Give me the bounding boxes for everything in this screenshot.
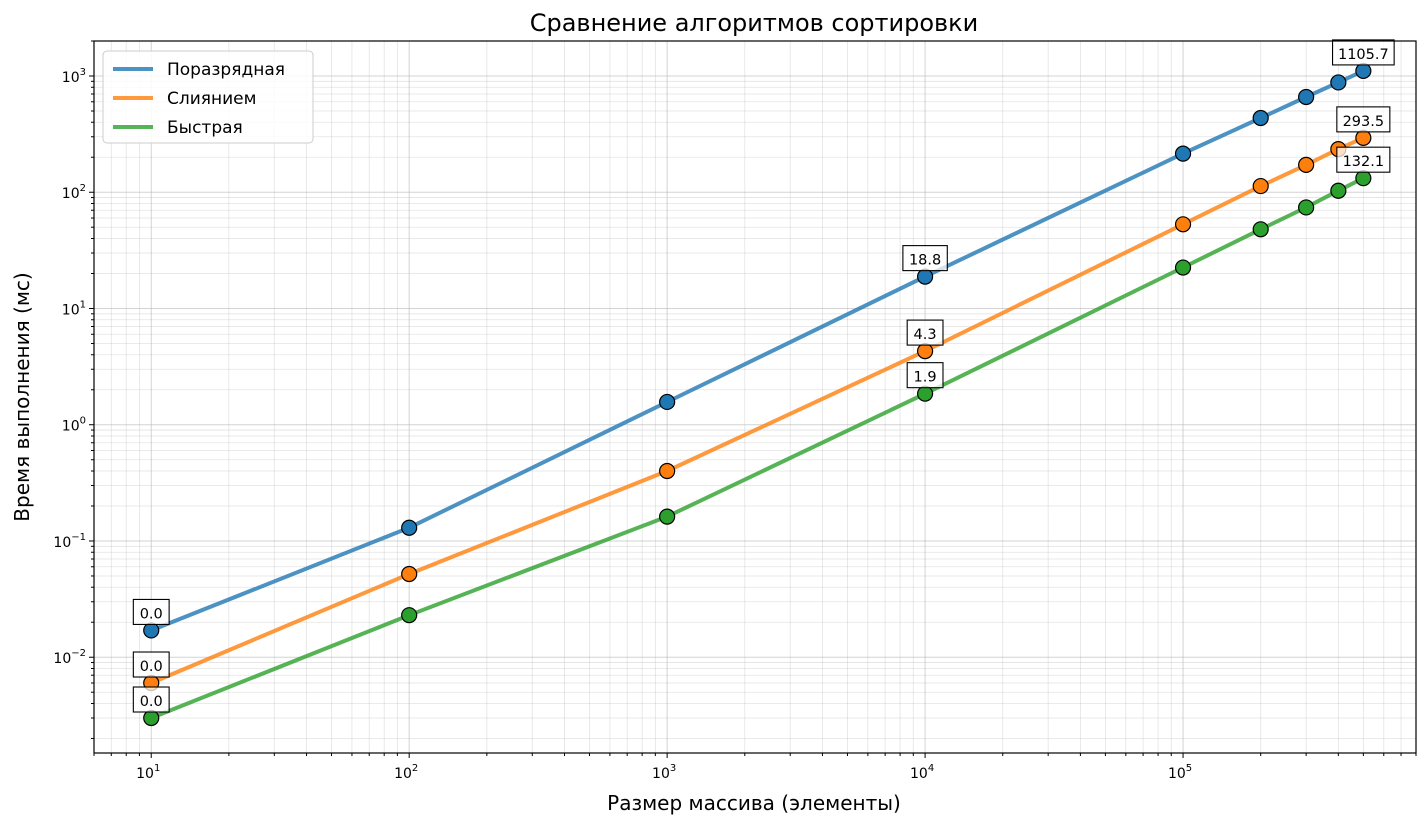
- x-tick-label: 101: [136, 763, 160, 782]
- data-label: 4.3: [914, 327, 937, 343]
- y-axis-label: Время выполнения (мс): [10, 272, 34, 521]
- data-label-frame: [1336, 106, 1391, 133]
- data-point: [1355, 170, 1372, 187]
- y-tick-label: 103: [62, 67, 86, 86]
- data-point: [916, 342, 934, 360]
- legend-entry: Быстрая: [113, 118, 243, 138]
- data-point: [143, 622, 160, 639]
- data-label: 0.0: [140, 659, 163, 675]
- x-tick-label: 102: [394, 763, 418, 782]
- data-label-box: 0.0: [132, 686, 170, 713]
- data-point: [659, 508, 676, 525]
- data-point: [1252, 177, 1269, 195]
- data-label-frame: [1331, 39, 1395, 66]
- data-label: 293.5: [1343, 114, 1385, 130]
- legend-label: Быстрая: [167, 118, 243, 138]
- legend-label: Поразрядная: [167, 60, 285, 80]
- y-tick-label: 101: [62, 299, 86, 318]
- axis-ticks: 101 102 103 104 105 10−2 10−1 100 101 102 103: [53, 40, 1417, 782]
- x-tick-label: 103: [652, 763, 676, 782]
- data-label-frame: [132, 598, 170, 625]
- series-lines: [149, 68, 1366, 720]
- data-label-box: 4.3: [906, 319, 944, 346]
- data-point: [1298, 199, 1315, 216]
- data-label-frame: [132, 651, 170, 678]
- data-point: [1174, 259, 1192, 276]
- y-tick-label: 102: [62, 183, 86, 202]
- data-labels: 0.0 18.8 1105.7 0.0 4.3 293.5 0.0 1.9 132.1: [132, 39, 1395, 713]
- legend: Поразрядная Слиянием Быстрая: [102, 50, 314, 144]
- data-label-frame: [132, 686, 170, 713]
- data-point: [1298, 156, 1315, 173]
- data-label-box: 132.1: [1336, 146, 1391, 173]
- grid: [93, 40, 1417, 753]
- y-tick-label: 100: [62, 416, 86, 435]
- data-point: [1330, 74, 1347, 91]
- legend-entry: Поразрядная: [113, 60, 285, 80]
- x-tick-label: 105: [1168, 763, 1192, 782]
- data-label: 132.1: [1343, 154, 1385, 170]
- data-label-box: 0.0: [132, 598, 170, 625]
- data-point: [1355, 62, 1372, 80]
- data-label: 1105.7: [1338, 47, 1389, 63]
- legend-label: Слиянием: [167, 89, 256, 109]
- y-tick-label: 10−1: [53, 532, 86, 551]
- legend-entry: Слиянием: [113, 89, 256, 109]
- x-axis-label: Размер массива (элементы): [607, 791, 901, 815]
- data-point: [401, 607, 418, 624]
- data-label-frame: [902, 245, 948, 272]
- data-label: 18.8: [909, 253, 941, 269]
- data-point: [1330, 182, 1347, 199]
- data-label-box: 18.8: [902, 245, 948, 272]
- data-point: [401, 565, 418, 583]
- data-label-box: 1105.7: [1331, 39, 1395, 66]
- data-label-box: 293.5: [1336, 106, 1391, 133]
- data-point: [916, 268, 934, 285]
- data-label: 1.9: [914, 370, 937, 386]
- series-line-3: [149, 176, 1366, 720]
- data-point: [659, 462, 676, 480]
- data-point: [1298, 88, 1315, 106]
- series-markers: [143, 62, 1372, 727]
- data-label-box: 0.0: [132, 651, 170, 678]
- plot-frame: [93, 40, 1417, 754]
- data-label-frame: [1336, 146, 1391, 173]
- chart-title: Сравнение алгоритмов сортировки: [530, 9, 979, 37]
- y-tick-label: 10−2: [53, 648, 86, 667]
- x-tick-label: 104: [910, 763, 934, 782]
- data-point: [659, 393, 676, 411]
- legend-frame: [102, 50, 314, 144]
- data-label: 0.0: [140, 606, 163, 622]
- data-label: 0.0: [140, 694, 163, 710]
- data-point: [401, 519, 418, 536]
- data-label-frame: [906, 362, 944, 389]
- data-point: [143, 709, 160, 727]
- data-label-frame: [906, 319, 944, 346]
- data-point: [1174, 216, 1192, 233]
- data-label-box: 1.9: [906, 362, 944, 389]
- data-point: [1174, 145, 1192, 162]
- data-point: [1355, 129, 1372, 146]
- data-point: [1252, 221, 1269, 238]
- data-point: [1252, 109, 1269, 127]
- data-point: [916, 385, 934, 402]
